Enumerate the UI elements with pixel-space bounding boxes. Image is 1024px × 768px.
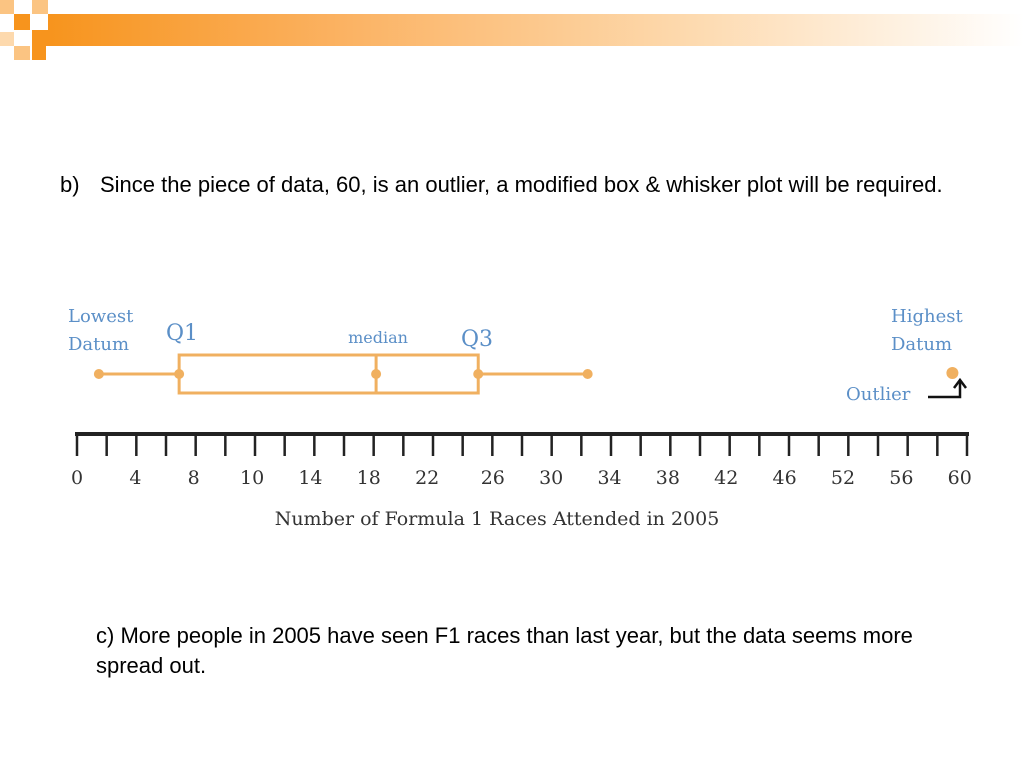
outlier-arrow <box>928 382 962 399</box>
outlier-point <box>946 367 959 379</box>
tick-label: 46 <box>773 467 797 489</box>
x-axis-title: Number of Formula 1 Races Attended in 20… <box>275 508 720 530</box>
decor-square <box>32 30 48 46</box>
paragraph-c: c) More people in 2005 have seen F1 race… <box>96 623 913 678</box>
whisker-low-point <box>93 369 104 379</box>
q1-point <box>174 369 185 379</box>
median-label: median <box>348 328 408 347</box>
tick-label: 60 <box>948 467 972 489</box>
decor-square <box>14 14 30 30</box>
decor-square <box>32 46 46 60</box>
tick-label: 38 <box>656 467 680 489</box>
q3-label: Q3 <box>461 327 493 352</box>
tick-label: 22 <box>415 467 439 489</box>
highest-datum-label: Highest <box>891 306 963 327</box>
header-banner <box>48 14 1024 46</box>
box-plot <box>93 353 959 395</box>
number-line: 0 4 8 10 14 18 22 26 30 34 38 42 46 52 56 60 <box>71 432 972 489</box>
decor-square <box>14 46 30 60</box>
tick-label: 0 <box>71 467 83 489</box>
highest-datum-label: Datum <box>891 334 952 355</box>
outlier-arrowhead <box>953 377 967 389</box>
tick-label: 10 <box>240 467 264 489</box>
whisker-high-point <box>582 369 593 379</box>
tick-label: 14 <box>298 467 322 489</box>
tick-label: 56 <box>889 467 913 489</box>
decor-square <box>0 0 14 14</box>
decor-square <box>32 0 48 14</box>
median-point <box>371 369 382 379</box>
tick-label: 8 <box>188 467 200 489</box>
tick-label: 30 <box>539 467 563 489</box>
tick-label: 18 <box>357 467 381 489</box>
lowest-datum-label: Lowest <box>68 306 134 327</box>
tick-label: 26 <box>481 467 505 489</box>
paragraph-b-text: Since the piece of data, 60, is an outli… <box>100 172 943 197</box>
q3-point <box>473 369 484 379</box>
paragraph-b-marker: b) <box>60 172 80 197</box>
tick-label: 34 <box>597 467 621 489</box>
tick-label: 42 <box>714 467 738 489</box>
tick-label: 52 <box>831 467 855 489</box>
plot-labels: Lowest Datum Q1 median Q3 Highest Datum Outlier <box>68 306 967 405</box>
tick-label: 4 <box>129 467 141 489</box>
box-q1-q3 <box>177 353 480 395</box>
q1-label: Q1 <box>166 321 198 346</box>
decor-square <box>0 32 14 46</box>
outlier-label: Outlier <box>846 384 911 405</box>
lowest-datum-label: Datum <box>68 334 129 355</box>
